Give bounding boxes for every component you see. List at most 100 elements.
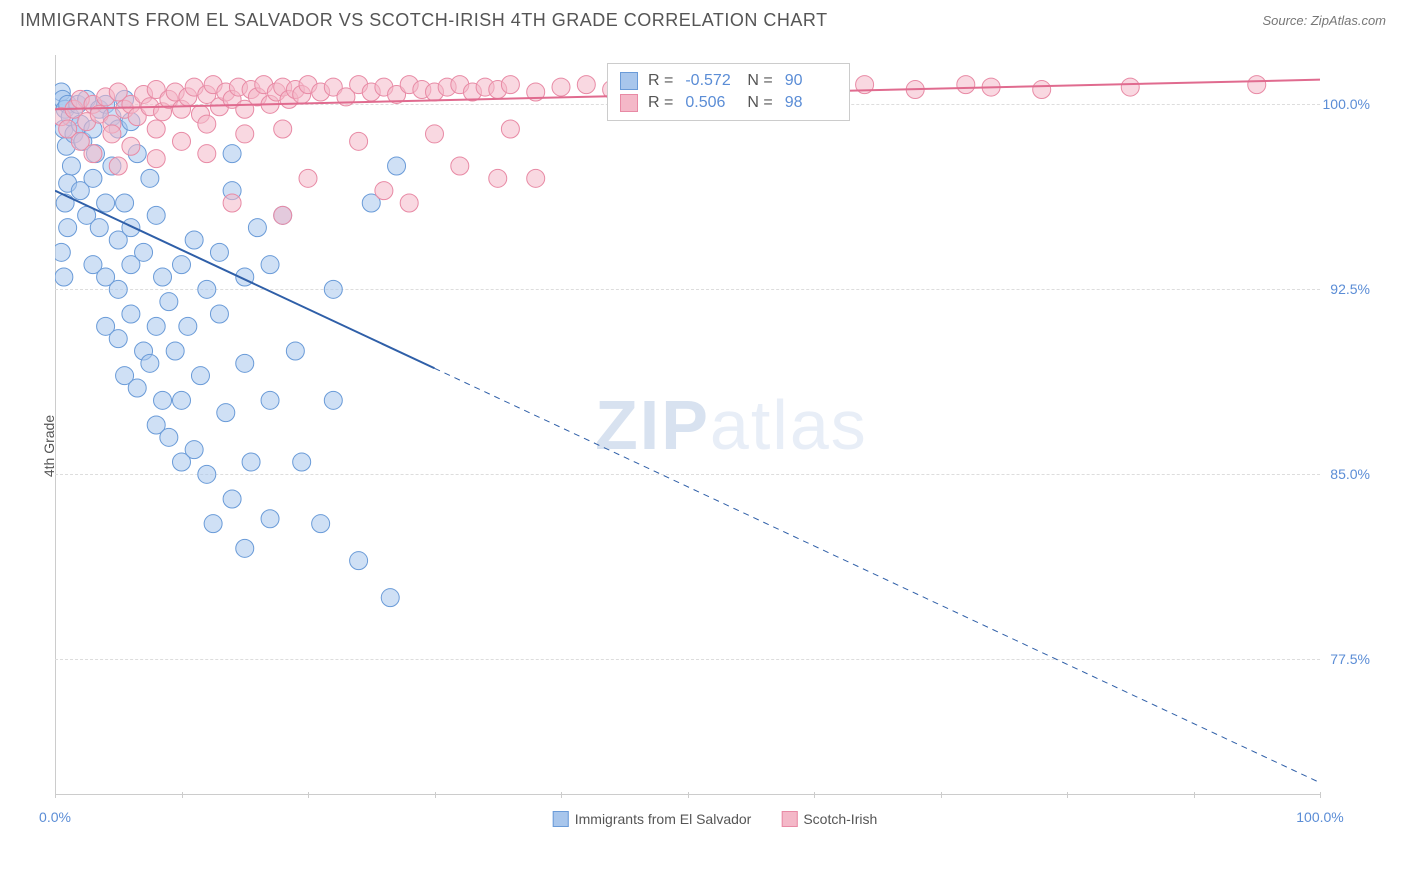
- scatter-point: [261, 510, 279, 528]
- scatter-point: [97, 194, 115, 212]
- scatter-point: [210, 305, 228, 323]
- stat-n-label: N =: [747, 72, 772, 90]
- scatter-point: [1121, 78, 1139, 96]
- scatter-point: [957, 76, 975, 94]
- scatter-point: [55, 243, 70, 261]
- y-tick-label: 100.0%: [1323, 96, 1370, 112]
- scatter-point: [173, 132, 191, 150]
- scatter-point: [501, 76, 519, 94]
- scatter-point: [141, 169, 159, 187]
- scatter-point: [84, 145, 102, 163]
- stat-r-value-2: 0.506: [685, 94, 737, 112]
- scatter-point: [527, 169, 545, 187]
- scatter-point: [154, 391, 172, 409]
- scatter-plot: [55, 55, 1320, 795]
- bottom-legend: Immigrants from El Salvador Scotch-Irish: [553, 811, 878, 827]
- scatter-point: [122, 305, 140, 323]
- source-attribution: Source: ZipAtlas.com: [1262, 13, 1386, 28]
- legend-swatch-blue: [553, 811, 569, 827]
- scatter-point: [179, 317, 197, 335]
- scatter-point: [350, 132, 368, 150]
- scatter-point: [1033, 81, 1051, 99]
- scatter-point: [90, 219, 108, 237]
- scatter-point: [109, 330, 127, 348]
- scatter-point: [135, 243, 153, 261]
- scatter-point: [198, 115, 216, 133]
- stat-n-label: N =: [747, 94, 772, 112]
- stat-n-value-2: 98: [785, 94, 837, 112]
- scatter-point: [236, 354, 254, 372]
- scatter-point: [185, 231, 203, 249]
- scatter-point: [248, 219, 266, 237]
- scatter-point: [299, 169, 317, 187]
- x-tick-label: 100.0%: [1296, 809, 1343, 825]
- scatter-point: [388, 157, 406, 175]
- scatter-point: [122, 219, 140, 237]
- legend-label-2: Scotch-Irish: [803, 811, 877, 827]
- scatter-point: [141, 354, 159, 372]
- y-tick-label: 77.5%: [1330, 651, 1370, 667]
- scatter-point: [451, 157, 469, 175]
- scatter-point: [577, 76, 595, 94]
- scatter-point: [198, 465, 216, 483]
- x-tick: [1320, 792, 1321, 798]
- regression-stats-box: R = -0.572 N = 90 R = 0.506 N = 98: [607, 63, 850, 121]
- chart-title: IMMIGRANTS FROM EL SALVADOR VS SCOTCH-IR…: [20, 10, 828, 31]
- stat-n-value-1: 90: [785, 72, 837, 90]
- scatter-point: [154, 268, 172, 286]
- stat-r-label: R =: [648, 94, 673, 112]
- scatter-point: [147, 317, 165, 335]
- scatter-point: [236, 125, 254, 143]
- legend-swatch-pink: [781, 811, 797, 827]
- scatter-point: [242, 453, 260, 471]
- scatter-point: [173, 256, 191, 274]
- scatter-point: [191, 367, 209, 385]
- x-tick-label: 0.0%: [39, 809, 71, 825]
- scatter-point: [274, 206, 292, 224]
- scatter-point: [261, 391, 279, 409]
- scatter-point: [122, 137, 140, 155]
- scatter-point: [198, 280, 216, 298]
- scatter-point: [103, 125, 121, 143]
- scatter-point: [147, 120, 165, 138]
- stat-row-series-1: R = -0.572 N = 90: [620, 70, 837, 92]
- scatter-point: [147, 150, 165, 168]
- scatter-point: [55, 268, 73, 286]
- scatter-point: [400, 194, 418, 212]
- stat-r-label: R =: [648, 72, 673, 90]
- scatter-point: [324, 280, 342, 298]
- scatter-point: [128, 379, 146, 397]
- scatter-point: [426, 125, 444, 143]
- scatter-point: [185, 441, 203, 459]
- scatter-point: [274, 120, 292, 138]
- scatter-point: [223, 194, 241, 212]
- scatter-point: [147, 206, 165, 224]
- scatter-point: [160, 293, 178, 311]
- scatter-point: [501, 120, 519, 138]
- scatter-point: [489, 169, 507, 187]
- y-tick-label: 85.0%: [1330, 466, 1370, 482]
- stat-r-value-1: -0.572: [685, 72, 737, 90]
- scatter-point: [375, 182, 393, 200]
- scatter-point: [84, 169, 102, 187]
- stat-swatch-blue: [620, 72, 638, 90]
- legend-item-2: Scotch-Irish: [781, 811, 877, 827]
- scatter-point: [324, 391, 342, 409]
- chart-area: 77.5%85.0%92.5%100.0% 0.0%100.0% ZIPatla…: [55, 55, 1375, 830]
- scatter-point: [350, 552, 368, 570]
- scatter-point: [552, 78, 570, 96]
- stat-swatch-pink: [620, 94, 638, 112]
- regression-line-dashed: [435, 368, 1321, 782]
- scatter-point: [236, 539, 254, 557]
- scatter-point: [204, 515, 222, 533]
- scatter-point: [109, 157, 127, 175]
- scatter-point: [261, 256, 279, 274]
- legend-item-1: Immigrants from El Salvador: [553, 811, 752, 827]
- legend-label-1: Immigrants from El Salvador: [575, 811, 752, 827]
- scatter-point: [381, 589, 399, 607]
- scatter-point: [293, 453, 311, 471]
- scatter-point: [312, 515, 330, 533]
- scatter-point: [286, 342, 304, 360]
- scatter-point: [1248, 76, 1266, 94]
- scatter-point: [223, 490, 241, 508]
